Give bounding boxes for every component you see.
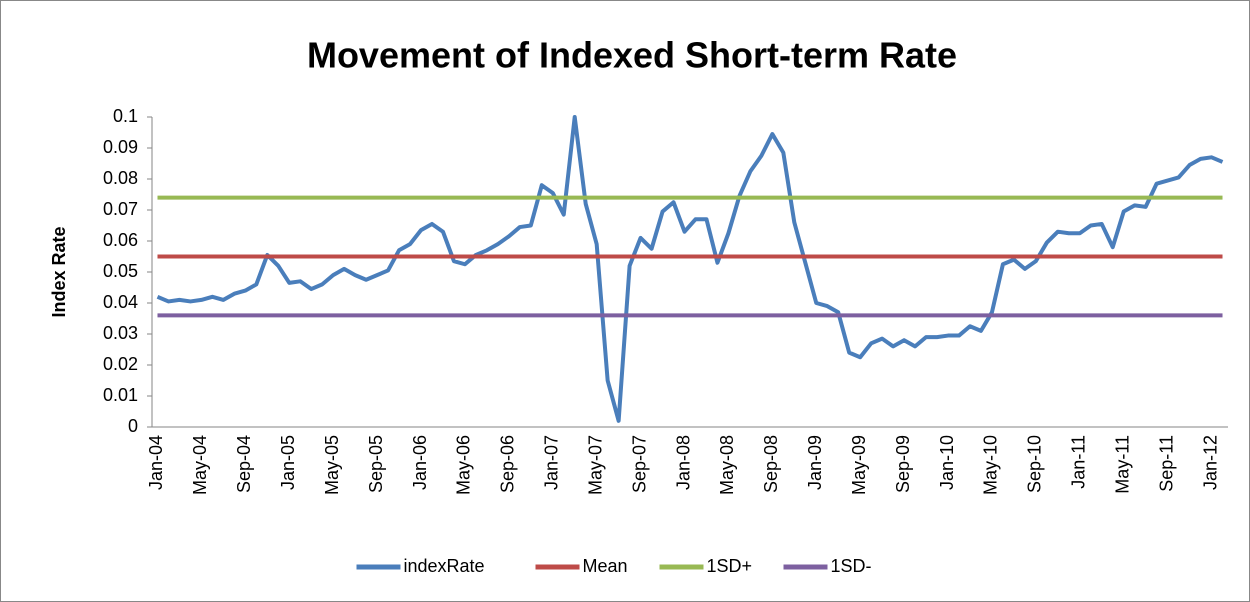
y-tick-label: 0.1 bbox=[113, 106, 138, 126]
y-tick-label: 0.09 bbox=[103, 137, 138, 157]
x-tick-label: Jan-05 bbox=[278, 435, 298, 490]
x-tick-label: May-06 bbox=[454, 435, 474, 495]
x-tick-label: May-10 bbox=[981, 435, 1001, 495]
x-tick-label: May-05 bbox=[322, 435, 342, 495]
y-tick-label: 0.06 bbox=[103, 230, 138, 250]
x-tick-label: Jan-07 bbox=[542, 435, 562, 490]
x-tick-label: Sep-06 bbox=[498, 435, 518, 493]
x-tick-label: Sep-10 bbox=[1025, 435, 1045, 493]
y-tick-label: 0.02 bbox=[103, 354, 138, 374]
chart-title: Movement of Indexed Short-term Rate bbox=[307, 35, 957, 76]
x-tick-label: Jan-10 bbox=[937, 435, 957, 490]
legend-label: Mean bbox=[583, 556, 628, 576]
x-tick-label: May-09 bbox=[849, 435, 869, 495]
x-tick-label: Sep-04 bbox=[234, 435, 254, 493]
legend-label: indexRate bbox=[404, 556, 485, 576]
x-tick-label: Sep-07 bbox=[629, 435, 649, 493]
x-tick-label: Sep-11 bbox=[1156, 435, 1176, 492]
x-tick-label: May-04 bbox=[190, 435, 210, 495]
y-tick-label: 0.07 bbox=[103, 199, 138, 219]
x-tick-label: Sep-05 bbox=[366, 435, 386, 493]
y-tick-label: 0.05 bbox=[103, 261, 138, 281]
x-tick-label: Jan-06 bbox=[410, 435, 430, 490]
x-tick-label: Jan-12 bbox=[1200, 435, 1220, 490]
x-tick-label: May-11 bbox=[1112, 435, 1132, 494]
y-tick-label: 0.04 bbox=[103, 292, 138, 312]
x-tick-label: Sep-09 bbox=[893, 435, 913, 493]
y-tick-label: 0 bbox=[128, 416, 138, 436]
x-tick-label: Jan-08 bbox=[673, 435, 693, 490]
x-tick-label: Jan-04 bbox=[146, 435, 166, 490]
y-tick-label: 0.03 bbox=[103, 323, 138, 343]
x-tick-label: May-08 bbox=[717, 435, 737, 495]
legend-label: 1SD- bbox=[831, 556, 872, 576]
series-line bbox=[156, 115, 1224, 423]
x-tick-label: May-07 bbox=[585, 435, 605, 495]
x-tick-label: Jan-09 bbox=[805, 435, 825, 490]
x-tick-label: Sep-08 bbox=[761, 435, 781, 493]
legend-label: 1SD+ bbox=[707, 556, 753, 576]
y-tick-label: 0.08 bbox=[103, 168, 138, 188]
y-tick-label: 0.01 bbox=[103, 385, 138, 405]
x-tick-label: Jan-11 bbox=[1069, 435, 1089, 489]
y-axis-title: Index Rate bbox=[49, 226, 69, 317]
